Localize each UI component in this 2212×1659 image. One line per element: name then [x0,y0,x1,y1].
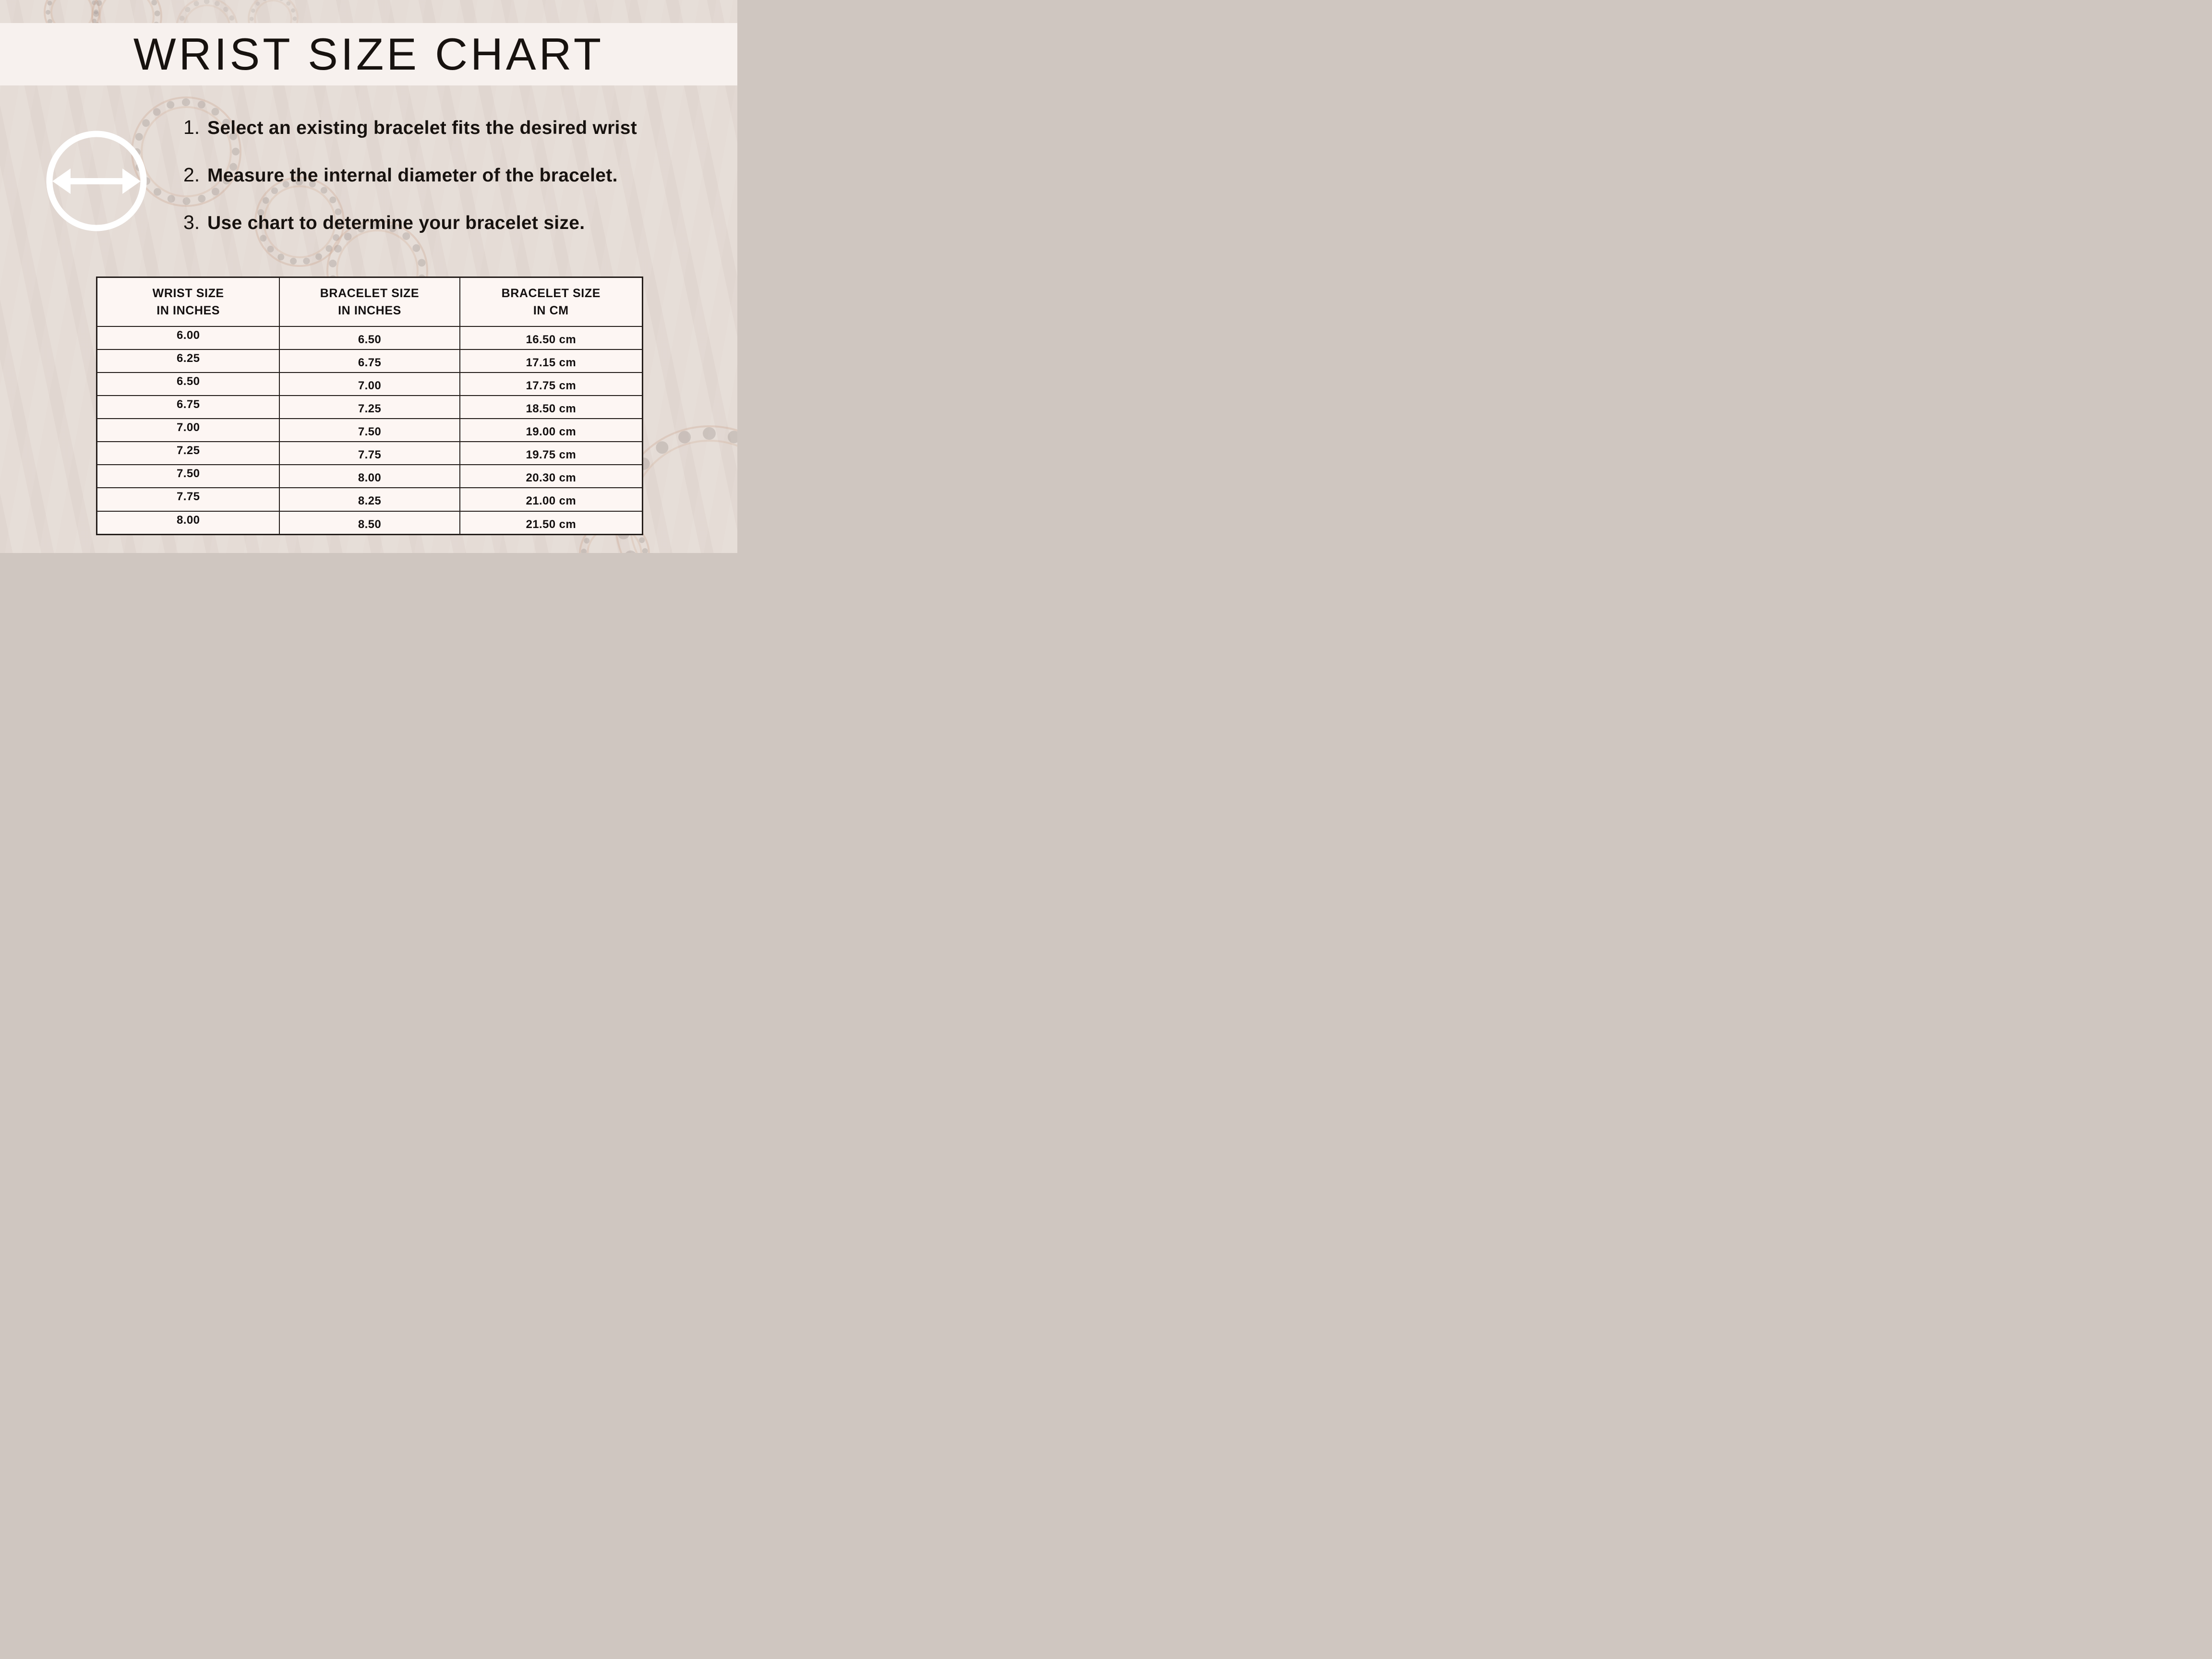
instruction-item: 3. Use chart to determine your bracelet … [183,211,637,234]
page-title: WRIST SIZE CHART [133,29,604,79]
table-header-wrist-size-in: WRIST SIZE IN INCHES [96,276,280,327]
title-strip: WRIST SIZE CHART [0,23,737,85]
instruction-text: Select an existing bracelet fits the des… [207,118,637,138]
table-cell: 7.25 [96,441,280,466]
table-row: 6.00 6.50 16.50 cm [96,325,643,350]
table-cell: 7.75 [96,487,280,512]
table-row: 8.00 8.50 21.50 cm [96,510,643,535]
instruction-text: Use chart to determine your bracelet siz… [207,213,585,233]
table-header-row: WRIST SIZE IN INCHES BRACELET SIZE IN IN… [96,276,643,327]
table-cell: 19.75 cm [459,441,643,466]
table-cell: 21.00 cm [459,487,643,512]
table-row: 7.75 8.25 21.00 cm [96,487,643,512]
table-cell: 8.25 [279,487,460,512]
instruction-number: 3. [183,211,200,233]
table-cell: 6.75 [96,395,280,420]
table-cell: 17.75 cm [459,372,643,397]
table-row: 6.75 7.25 18.50 cm [96,395,643,420]
table-header-bracelet-size-cm: BRACELET SIZE IN CM [459,276,643,327]
wrist-size-chart-page: WRIST SIZE CHART 1. Select an existing b… [0,0,737,553]
table-cell: 6.50 [96,372,280,397]
table-cell: 17.15 cm [459,349,643,373]
table-cell: 20.30 cm [459,464,643,489]
table-cell: 7.00 [96,418,280,443]
table-header-bracelet-size-in: BRACELET SIZE IN INCHES [279,276,460,327]
table-cell: 7.50 [279,418,460,443]
table-cell: 16.50 cm [459,325,643,350]
table-row: 6.25 6.75 17.15 cm [96,349,643,373]
instruction-item: 1. Select an existing bracelet fits the … [183,116,637,139]
table-cell: 6.50 [279,325,460,350]
instruction-number: 2. [183,164,200,186]
table-cell: 8.00 [96,510,280,535]
table-row: 7.50 8.00 20.30 cm [96,464,643,489]
table-cell: 19.00 cm [459,418,643,443]
table-cell: 7.00 [279,372,460,397]
table-cell: 6.00 [96,325,280,350]
table-cell: 7.75 [279,441,460,466]
table-cell: 6.75 [279,349,460,373]
table-cell: 21.50 cm [459,510,643,535]
table-cell: 8.00 [279,464,460,489]
instruction-text: Measure the internal diameter of the bra… [207,165,618,186]
instruction-item: 2. Measure the internal diameter of the … [183,164,637,186]
table-cell: 8.50 [279,510,460,535]
table-cell: 7.25 [279,395,460,420]
size-table: WRIST SIZE IN INCHES BRACELET SIZE IN IN… [96,276,643,535]
diameter-double-arrow-icon [45,129,148,233]
instruction-number: 1. [183,116,200,138]
instructions-list: 1. Select an existing bracelet fits the … [183,116,637,234]
table-row: 7.25 7.75 19.75 cm [96,441,643,466]
table-row: 6.50 7.00 17.75 cm [96,372,643,397]
table-cell: 6.25 [96,349,280,373]
table-cell: 18.50 cm [459,395,643,420]
table-cell: 7.50 [96,464,280,489]
table-row: 7.00 7.50 19.00 cm [96,418,643,443]
